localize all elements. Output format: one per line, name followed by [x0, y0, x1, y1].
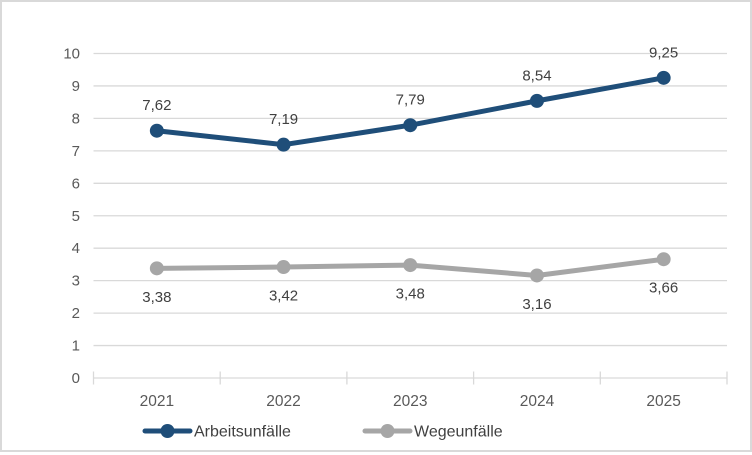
x-axis-tick-label: 2025 — [646, 393, 680, 410]
y-axis-tick-label: 6 — [72, 175, 80, 192]
data-label-wegeunfaelle: 3,66 — [649, 280, 678, 297]
legend-label-wegeunfaelle: Wegeunfälle — [414, 424, 503, 441]
y-axis-tick-label: 3 — [72, 273, 80, 290]
y-axis-tick-label: 1 — [72, 338, 80, 355]
data-point-arbeitsunfaelle — [403, 118, 418, 133]
y-axis-tick-label: 5 — [72, 208, 80, 225]
data-point-wegeunfaelle — [656, 252, 671, 267]
x-axis-tick-label: 2023 — [393, 393, 427, 410]
y-axis-tick-label: 8 — [72, 110, 80, 127]
line-chart-canvas: 0 1 2 3 4 5 6 7 8 9 10 2021 2022 2023 2024 2025 7,62 7,19… — [63, 44, 728, 441]
data-point-wegeunfaelle — [403, 258, 418, 273]
data-label-arbeitsunfaelle: 7,62 — [142, 97, 171, 114]
y-axis-tick-label: 0 — [72, 370, 80, 387]
data-point-wegeunfaelle — [276, 260, 291, 275]
y-axis-tick-label: 7 — [72, 143, 80, 160]
y-axis-tick-label: 9 — [72, 78, 80, 95]
legend-marker-wegeunfaelle — [380, 424, 395, 438]
data-label-arbeitsunfaelle: 9,25 — [649, 44, 678, 61]
data-point-arbeitsunfaelle — [276, 137, 291, 152]
legend-label-arbeitsunfaelle: Arbeitsunfälle — [194, 424, 291, 441]
data-point-arbeitsunfaelle — [149, 123, 164, 138]
data-point-arbeitsunfaelle — [529, 93, 544, 108]
data-label-arbeitsunfaelle: 7,79 — [396, 92, 425, 109]
data-point-wegeunfaelle — [529, 268, 544, 283]
data-label-wegeunfaelle: 3,16 — [522, 296, 551, 313]
series-line-arbeitsunfaelle — [154, 75, 667, 148]
y-axis-tick-label: 4 — [72, 240, 80, 257]
data-label-arbeitsunfaelle: 7,19 — [269, 111, 298, 128]
x-axis-tick-label: 2022 — [266, 393, 300, 410]
legend-marker-arbeitsunfaelle — [160, 424, 175, 438]
data-label-wegeunfaelle: 3,42 — [269, 288, 298, 305]
data-label-wegeunfaelle: 3,38 — [142, 289, 171, 306]
y-axis-tick-label: 2 — [72, 305, 80, 322]
x-axis-tick-label: 2021 — [140, 393, 174, 410]
data-label-wegeunfaelle: 3,48 — [396, 286, 425, 303]
data-label-arbeitsunfaelle: 8,54 — [522, 67, 551, 84]
y-axis-tick-label: 10 — [63, 46, 80, 63]
data-point-arbeitsunfaelle — [656, 70, 671, 85]
x-axis-tick-label: 2024 — [520, 393, 555, 410]
data-point-wegeunfaelle — [149, 261, 164, 276]
